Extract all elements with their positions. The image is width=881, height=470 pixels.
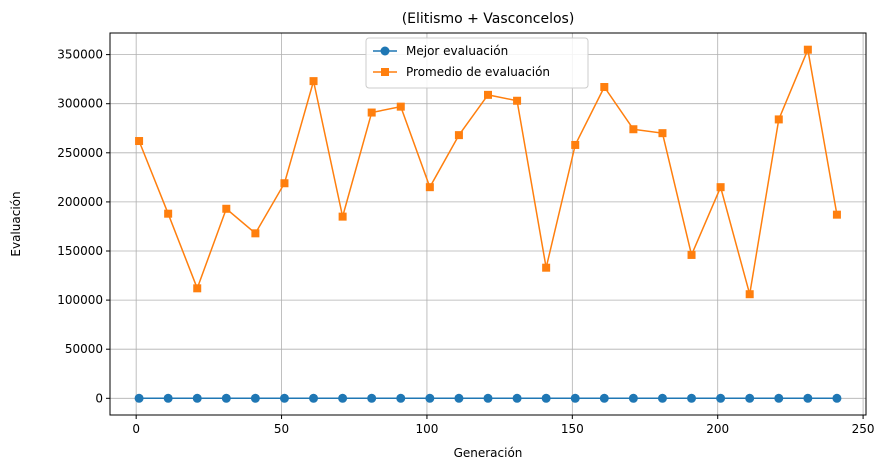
series-layer bbox=[134, 45, 842, 403]
data-point bbox=[687, 393, 697, 403]
x-tick-label: 250 bbox=[852, 422, 875, 436]
data-point bbox=[164, 209, 173, 218]
y-tick-label: 350000 bbox=[57, 48, 103, 62]
legend-marker bbox=[380, 46, 390, 56]
data-point bbox=[367, 393, 377, 403]
data-point bbox=[628, 393, 638, 403]
data-point bbox=[425, 393, 435, 403]
y-tick-label: 100000 bbox=[57, 293, 103, 307]
data-point bbox=[716, 393, 726, 403]
x-tick-label: 50 bbox=[274, 422, 289, 436]
y-tick-label: 250000 bbox=[57, 146, 103, 160]
plot-area-frame bbox=[109, 32, 867, 416]
legend-label: Mejor evaluación bbox=[406, 44, 508, 58]
data-point bbox=[454, 131, 463, 140]
legend-marker bbox=[381, 68, 389, 76]
data-point bbox=[193, 284, 202, 293]
data-point bbox=[687, 250, 696, 259]
data-point bbox=[251, 229, 260, 238]
series-1 bbox=[134, 393, 842, 403]
data-point bbox=[600, 83, 609, 92]
data-point bbox=[599, 393, 609, 403]
data-point bbox=[396, 102, 405, 111]
data-point bbox=[367, 108, 376, 117]
y-tick-label: 150000 bbox=[57, 244, 103, 258]
x-axis-label: Generación bbox=[454, 446, 523, 460]
data-point bbox=[192, 393, 202, 403]
data-point bbox=[832, 393, 842, 403]
data-point bbox=[803, 393, 813, 403]
data-point bbox=[309, 393, 319, 403]
data-point bbox=[483, 393, 493, 403]
x-tick-label: 200 bbox=[706, 422, 729, 436]
data-point bbox=[250, 393, 260, 403]
data-point bbox=[484, 90, 492, 99]
y-tick-label: 50000 bbox=[65, 342, 103, 356]
data-point bbox=[309, 77, 318, 86]
y-axis-label: Evaluación bbox=[9, 191, 23, 256]
legend-item: Promedio de evaluación bbox=[373, 65, 550, 79]
x-tick-label: 0 bbox=[132, 422, 140, 436]
data-point bbox=[803, 45, 812, 54]
data-point bbox=[135, 137, 144, 146]
y-tick-label: 300000 bbox=[57, 97, 103, 111]
chart-title: (Elitismo + Vasconcelos) bbox=[402, 11, 575, 27]
data-point bbox=[338, 212, 347, 221]
data-point bbox=[222, 204, 231, 213]
series-2 bbox=[135, 45, 841, 299]
data-point bbox=[774, 393, 784, 403]
data-point bbox=[716, 183, 725, 192]
data-point bbox=[570, 393, 580, 403]
data-point bbox=[454, 393, 464, 403]
y-tick-label: 0 bbox=[95, 391, 103, 405]
x-tick-label: 150 bbox=[561, 422, 584, 436]
data-point bbox=[513, 96, 522, 105]
data-point bbox=[629, 125, 638, 134]
data-point bbox=[542, 263, 551, 272]
data-point bbox=[280, 179, 289, 188]
x-axis-ticks: 0 50 100 150 200 250 bbox=[132, 415, 875, 436]
data-point bbox=[134, 393, 144, 403]
data-point bbox=[657, 393, 667, 403]
y-tick-label: 200000 bbox=[57, 195, 103, 209]
data-point bbox=[338, 393, 348, 403]
x-tick-label: 100 bbox=[415, 422, 438, 436]
data-point bbox=[658, 129, 667, 138]
data-point bbox=[425, 183, 434, 192]
legend-label: Promedio de evaluación bbox=[406, 65, 550, 79]
data-point bbox=[745, 290, 754, 299]
legend-item: Mejor evaluación bbox=[373, 44, 508, 58]
legend-box bbox=[365, 37, 589, 89]
data-point bbox=[279, 393, 289, 403]
data-point bbox=[774, 115, 783, 124]
data-point bbox=[571, 140, 580, 149]
data-point bbox=[512, 393, 522, 403]
data-point bbox=[163, 393, 173, 403]
data-point bbox=[541, 393, 551, 403]
y-axis-ticks: 0 50000 100000 150000 200000 250000 300000 3500… bbox=[57, 48, 110, 405]
data-point bbox=[832, 210, 841, 219]
data-point bbox=[396, 393, 406, 403]
legend: Mejor evaluación Promedio de evaluación bbox=[365, 37, 589, 89]
data-point bbox=[221, 393, 231, 403]
data-point bbox=[745, 393, 755, 403]
grid-lines bbox=[110, 33, 866, 415]
